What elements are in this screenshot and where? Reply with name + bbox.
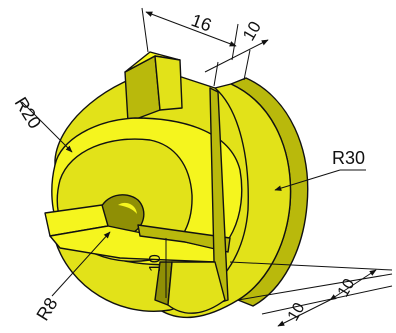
dimension-label: R30 [332,148,365,168]
vertical-slot-wall [209,87,229,305]
top-tab-front [124,55,161,123]
dimension-label: 10 [335,276,359,300]
dimension-line [145,11,237,47]
extension-line [261,285,393,315]
dimension-line [204,39,269,73]
top-tab-side [154,55,183,111]
extension-line [231,23,239,61]
dimension-label: 10 [239,18,265,44]
lower-disk-piece [167,261,226,314]
dimension-label: R20 [11,94,45,133]
dimension-label: 16 [189,10,215,36]
dimension-label: 10 [147,254,164,272]
leader-line [51,231,111,297]
leader-line [21,101,61,141]
dimension-label: 10 [285,300,309,324]
leader-line [274,169,341,191]
dimension-line [277,299,331,327]
leader-line [59,139,73,153]
extension-line [141,7,149,53]
dimension-slot-height: 10 [147,238,167,298]
bore-highlight [118,202,137,214]
dimension-label: R8 [32,294,61,324]
dimension-thickness: 10 10 [229,261,393,327]
extension-line [243,49,251,81]
dimension-radius-hub: R20 [11,94,73,153]
part-body [44,51,309,319]
dimension-slot-top: 10 [204,18,269,87]
dimension-width-top: 16 [141,7,239,61]
extension-line [229,261,393,271]
dimension-radius-outer: R30 [274,148,366,191]
dimension-line [329,269,377,301]
